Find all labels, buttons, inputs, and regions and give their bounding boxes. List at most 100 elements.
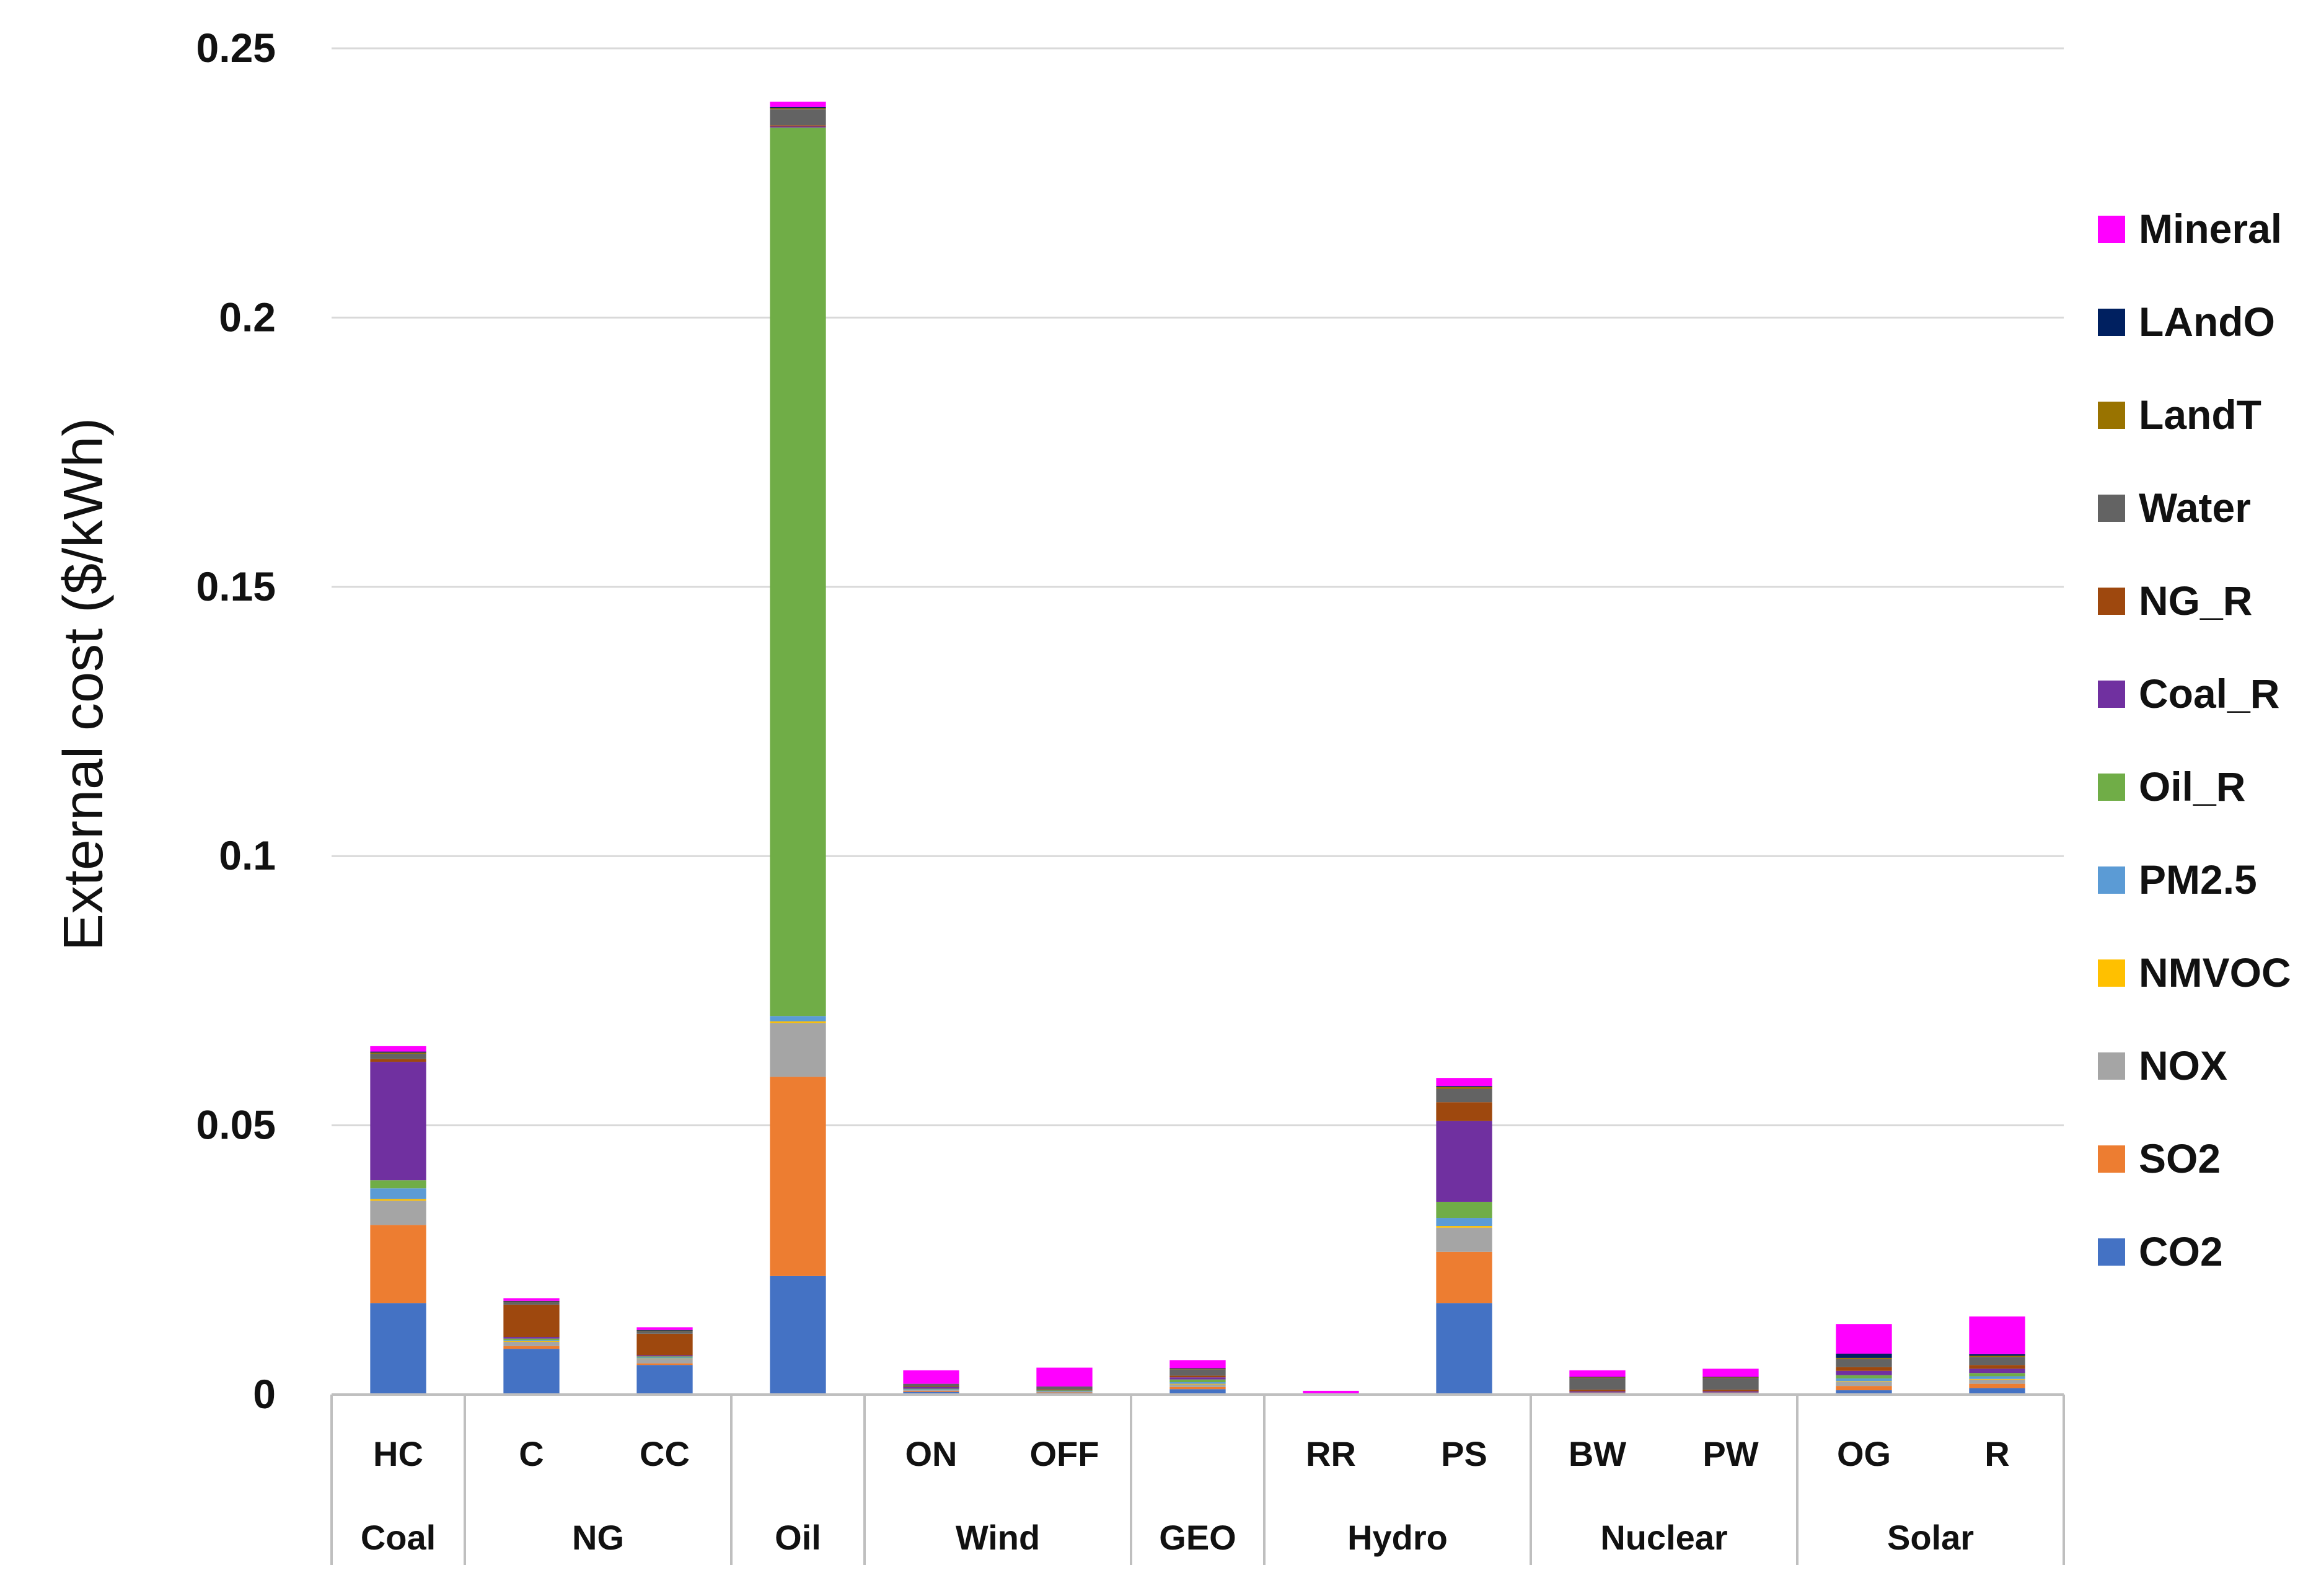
bar-segment-pm2-5 (503, 1340, 559, 1341)
bar-segment-landt (1702, 1377, 1758, 1378)
bar-segment-oil-r (503, 1339, 559, 1341)
legend-swatch (2098, 1052, 2125, 1080)
bar-segment-coal-r (770, 126, 826, 128)
legend-swatch (2098, 959, 2125, 987)
legend-label: Coal_R (2139, 671, 2279, 716)
bar-segment-ng-r (370, 1059, 426, 1062)
bar-segment-ng-r (1169, 1376, 1225, 1378)
legend-item-ng-r: NG_R (2098, 578, 2252, 624)
bar-segment-landt (1436, 1087, 1492, 1089)
y-tick-label: 0.1 (219, 832, 276, 878)
bar-segment-ng-r (1569, 1390, 1625, 1391)
legend-label: Mineral (2139, 206, 2282, 252)
bar-segment-lando (1836, 1354, 1891, 1358)
bar-segment-co2 (636, 1365, 692, 1395)
bar-segment-oil-r (1436, 1202, 1492, 1218)
legend-label: LAndO (2139, 299, 2275, 345)
bar-segment-ng-r (1969, 1365, 2025, 1369)
bar-segment-pm2-5 (1836, 1378, 1891, 1381)
bar-segment-so2 (903, 1391, 959, 1392)
bar-segment-ng-r (1436, 1102, 1492, 1121)
legend-swatch (2098, 681, 2125, 708)
bar-segment-coal-r (1702, 1391, 1758, 1393)
bar-segment-oil-r (1036, 1390, 1092, 1391)
bar-segment-pm2-5 (903, 1389, 959, 1390)
bar-segment-so2 (1436, 1252, 1492, 1303)
legend-swatch (2098, 216, 2125, 243)
legend: Mineral LAndO LandT Water NG_R Coal_R Oil_R PM2… (2098, 206, 2291, 1274)
bar-segment-lando (503, 1301, 559, 1302)
bar-segment-mineral (1969, 1316, 2025, 1354)
bar-segment-co2 (1436, 1303, 1492, 1395)
bar-segment-nmvoc (1836, 1381, 1891, 1382)
bar-segment-lando (1169, 1368, 1225, 1369)
bar-segment-mineral (770, 102, 826, 107)
legend-swatch (2098, 774, 2125, 801)
x-tick-label: BW (1569, 1434, 1626, 1473)
y-tick-label: 0.2 (219, 294, 276, 340)
bar-segment-nox (1836, 1382, 1891, 1386)
legend-label: NOX (2139, 1043, 2227, 1088)
bar-segment-nmvoc (370, 1199, 426, 1201)
legend-swatch (2098, 495, 2125, 522)
legend-item-nmvoc: NMVOC (2098, 950, 2291, 995)
x-group-label: Nuclear (1600, 1518, 1727, 1557)
bar-segment-pm2-5 (636, 1357, 692, 1359)
bar-segment-water (770, 109, 826, 125)
bar-segment-water (1702, 1378, 1758, 1390)
legend-item-so2: SO2 (2098, 1135, 2221, 1181)
bar-segment-landt (1569, 1377, 1625, 1378)
legend-item-co2: CO2 (2098, 1228, 2223, 1274)
legend-item-oil-r: Oil_R (2098, 764, 2245, 809)
legend-item-mineral: Mineral (2098, 206, 2282, 252)
bar-segment-landt (1969, 1356, 2025, 1357)
legend-item-water: Water (2098, 485, 2251, 531)
bar-segment-oil-r (370, 1180, 426, 1188)
bar-segment-ng-r (770, 125, 826, 126)
bar-segment-ng-r (1702, 1390, 1758, 1391)
bar-segment-coal-r (903, 1387, 959, 1389)
bar-segment-water (503, 1302, 559, 1305)
bar-segment-so2 (1969, 1384, 2025, 1388)
bar-segment-landt (770, 108, 826, 109)
bar-segment-water (1569, 1378, 1625, 1390)
bar-segment-water (370, 1054, 426, 1059)
legend-swatch (2098, 866, 2125, 894)
bar-segment-lando (370, 1052, 426, 1053)
bar-segment-water (636, 1331, 692, 1333)
bar-segment-coal-r (1169, 1377, 1225, 1379)
bar-segment-co2 (770, 1276, 826, 1395)
bar-segment-coal-r (1569, 1391, 1625, 1393)
bar-segment-oil-r (1969, 1373, 2025, 1376)
bar-segment-so2 (503, 1346, 559, 1349)
legend-item-pm2-5: PM2.5 (2098, 857, 2257, 902)
bars (370, 102, 2025, 1395)
bar-segment-oil-r (770, 128, 826, 1016)
bar-segment-coal-r (636, 1356, 692, 1357)
bar-segment-pm2-5 (1169, 1382, 1225, 1384)
bar-segment-co2 (370, 1303, 426, 1395)
legend-label: PM2.5 (2139, 857, 2257, 902)
y-axis-title: External cost ($/kWh) (53, 418, 115, 951)
bar-segment-pm2-5 (370, 1188, 426, 1199)
bar-segment-nmvoc (1969, 1379, 2025, 1380)
legend-swatch (2098, 1145, 2125, 1173)
bar-segment-lando (1436, 1086, 1492, 1087)
bar-segment-mineral (1436, 1078, 1492, 1086)
x-group-labels: Coal NG Oil Wind GEO Hydro Nuclear Solar (361, 1518, 1974, 1557)
bar-segment-nox (770, 1023, 826, 1077)
bar-segment-nox (503, 1342, 559, 1346)
x-group-label: Wind (956, 1518, 1040, 1557)
bar-segment-water (1969, 1357, 2025, 1365)
legend-label: SO2 (2139, 1135, 2221, 1181)
bar-segment-so2 (370, 1225, 426, 1303)
bar-segment-mineral (636, 1327, 692, 1329)
bar-segment-mineral (1303, 1391, 1358, 1393)
bar-segment-water (903, 1384, 959, 1387)
bar-segment-landt (370, 1052, 426, 1054)
legend-swatch (2098, 588, 2125, 615)
bar-segment-pm2-5 (1969, 1376, 2025, 1378)
bar-segment-oil-r (1169, 1380, 1225, 1382)
bar-segment-nox (1036, 1391, 1092, 1393)
